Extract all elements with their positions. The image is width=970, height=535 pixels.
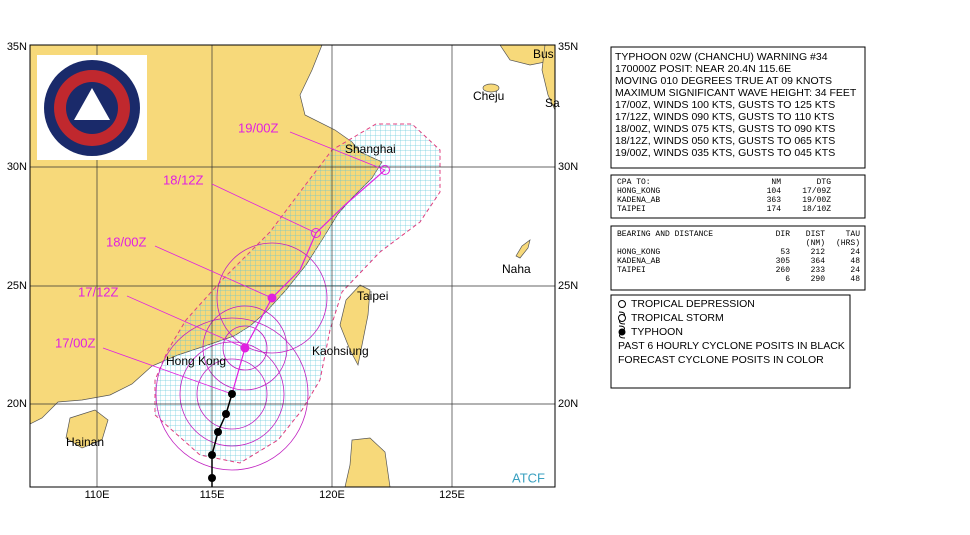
- time-leaders: [102, 131, 386, 395]
- warning-line: 17/00Z, WINDS 100 KTS, GUSTS TO 125 KTS: [615, 99, 835, 111]
- lon-label: 120E: [319, 489, 345, 501]
- map: [30, 45, 555, 487]
- bearing-cell: 24: [850, 248, 860, 257]
- place-label: Cheju: [473, 89, 504, 103]
- warning-line: 18/12Z, WINDS 050 KTS, GUSTS TO 065 KTS: [615, 135, 835, 147]
- place-label: Shanghai: [345, 142, 396, 156]
- past-positions: [208, 390, 236, 482]
- bearing-cell: KADENA_AB: [617, 257, 660, 266]
- warning-line: MOVING 010 DEGREES TRUE AT 09 KNOTS: [615, 75, 832, 87]
- warning-line: TYPHOON 02W (CHANCHU) WARNING #34: [615, 51, 828, 63]
- cpa-cell: HONG_KONG: [617, 187, 660, 196]
- logo: [37, 55, 147, 160]
- cpa-cell: 104: [767, 187, 782, 196]
- bearing-cell: 305: [776, 257, 791, 266]
- cpa-header: CPA TO:: [617, 178, 651, 187]
- warning-line: MAXIMUM SIGNIFICANT WAVE HEIGHT: 34 FEET: [615, 87, 857, 99]
- graticule: [30, 45, 555, 487]
- place-label: Sa: [545, 96, 560, 110]
- bearing-header: DIR: [776, 230, 791, 239]
- warning-line: 170000Z POSIT: NEAR 20.4N 115.6E: [615, 63, 791, 75]
- bearing-cell: 48: [850, 257, 860, 266]
- cpa-cell: KADENA_AB: [617, 196, 660, 205]
- cpa-box: [610, 174, 866, 219]
- bearing-cell: 364: [811, 257, 826, 266]
- bearing-cell: 212: [811, 248, 826, 257]
- bearing-header: DIST: [806, 230, 825, 239]
- place-label: Kaohsiung: [312, 344, 369, 358]
- legend-item: TROPICAL STORM: [631, 312, 724, 324]
- cheju: [482, 83, 500, 93]
- hainan: [65, 409, 109, 449]
- lon-label: 110E: [85, 489, 110, 501]
- luzon: [344, 437, 391, 487]
- bearing-unit: (HRS): [836, 239, 860, 248]
- bearing-unit: (NM): [806, 239, 825, 248]
- lat-label: 20N: [558, 398, 578, 410]
- lat-label: 30N: [558, 161, 578, 173]
- lat-label: 25N: [558, 280, 578, 292]
- legend-symbols: [618, 300, 626, 339]
- okinawa: [515, 239, 531, 259]
- bearing-cell: 233: [811, 266, 826, 275]
- cpa-cell: 363: [767, 196, 782, 205]
- lat-label: 35N: [558, 41, 578, 53]
- forecast-time: 18/00Z: [106, 234, 147, 249]
- bearing-box: [610, 225, 866, 291]
- cpa-cell: 174: [767, 205, 782, 214]
- warning-line: 19/00Z, WINDS 035 KTS, GUSTS TO 045 KTS: [615, 147, 835, 159]
- place-label: Hainan: [66, 435, 104, 449]
- place-label: Naha: [502, 262, 531, 276]
- forecast-time: 18/12Z: [163, 172, 204, 187]
- legend-item: TROPICAL DEPRESSION: [631, 298, 755, 310]
- bearing-cell: 48: [850, 275, 860, 284]
- place-label: Bus: [533, 47, 554, 61]
- japan: [541, 45, 555, 111]
- lon-label: 125E: [439, 489, 465, 501]
- bearing-cell: 260: [776, 266, 791, 275]
- bearing-cell: HONG_KONG: [617, 248, 660, 257]
- cpa-header: NM: [771, 178, 781, 187]
- warning-line: 18/00Z, WINDS 075 KTS, GUSTS TO 090 KTS: [615, 123, 835, 135]
- warning-line: 17/12Z, WINDS 090 KTS, GUSTS TO 110 KTS: [615, 111, 834, 123]
- cpa-header: DTG: [817, 178, 832, 187]
- lon-label: 115E: [200, 489, 225, 501]
- bearing-cell: 6: [785, 275, 790, 284]
- place-label: Taipei: [357, 289, 388, 303]
- forecast-positions: [240, 165, 390, 353]
- source-label: ATCF: [512, 470, 545, 485]
- legend-note: PAST 6 HOURLY CYCLONE POSITS IN BLACK: [618, 340, 845, 352]
- bearing-header: BEARING AND DISTANCE: [617, 230, 713, 239]
- cpa-cell: TAIPEI: [617, 205, 646, 214]
- cpa-cell: 17/09Z: [802, 187, 831, 196]
- cpa-cell: 19/00Z: [802, 196, 831, 205]
- forecast-time: 19/00Z: [238, 120, 279, 135]
- forecast-time: 17/00Z: [55, 335, 96, 350]
- bearing-cell: 290: [811, 275, 826, 284]
- legend-item: TYPHOON: [631, 326, 683, 338]
- legend-box: [610, 294, 851, 389]
- bearing-header: TAU: [846, 230, 861, 239]
- korea: [499, 45, 555, 66]
- forecast-area: [154, 123, 441, 464]
- legend-note: FORECAST CYCLONE POSITS IN COLOR: [618, 354, 824, 366]
- lat-label: 25N: [7, 280, 27, 292]
- map-frame: [29, 44, 556, 488]
- taiwan: [339, 284, 371, 367]
- place-label: Hong Kong: [166, 354, 226, 368]
- lat-label: 35N: [7, 41, 27, 53]
- bearing-cell: 24: [850, 266, 860, 275]
- lat-label: 20N: [7, 398, 27, 410]
- lat-label: 30N: [7, 161, 27, 173]
- cpa-cell: 18/10Z: [802, 205, 831, 214]
- forecast-time: 17/12Z: [78, 284, 119, 299]
- bearing-cell: TAIPEI: [617, 266, 646, 275]
- bearing-cell: 53: [780, 248, 790, 257]
- warning-box: [610, 46, 866, 169]
